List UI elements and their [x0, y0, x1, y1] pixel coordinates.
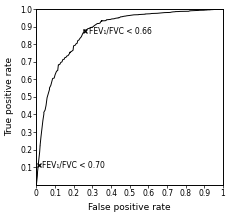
X-axis label: False positive rate: False positive rate [88, 203, 171, 213]
Y-axis label: True positive rate: True positive rate [6, 57, 15, 136]
Text: FEV₁/FVC < 0.70: FEV₁/FVC < 0.70 [42, 160, 105, 169]
Text: FEV₁/FVC < 0.66: FEV₁/FVC < 0.66 [89, 27, 152, 36]
